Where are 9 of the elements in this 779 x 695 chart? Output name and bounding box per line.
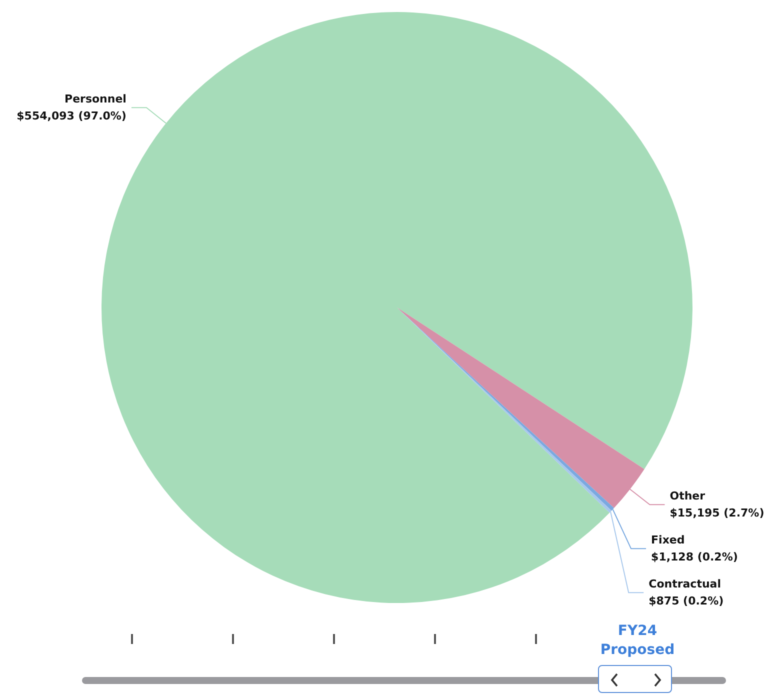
slice-label: Personnel — [64, 92, 126, 106]
slice-label: Other — [670, 489, 706, 502]
slice-label: Fixed — [651, 533, 685, 546]
data-label: $554,093 (97.0%) — [16, 109, 126, 122]
data-label: $875 (0.2%) — [648, 594, 724, 608]
slice-label: Contractual — [648, 577, 721, 590]
data-label: $15,195 (2.7%) — [670, 506, 764, 520]
data-label: $1,128 (0.2%) — [651, 550, 738, 564]
text: FY24 Proposed — [599, 622, 676, 660]
